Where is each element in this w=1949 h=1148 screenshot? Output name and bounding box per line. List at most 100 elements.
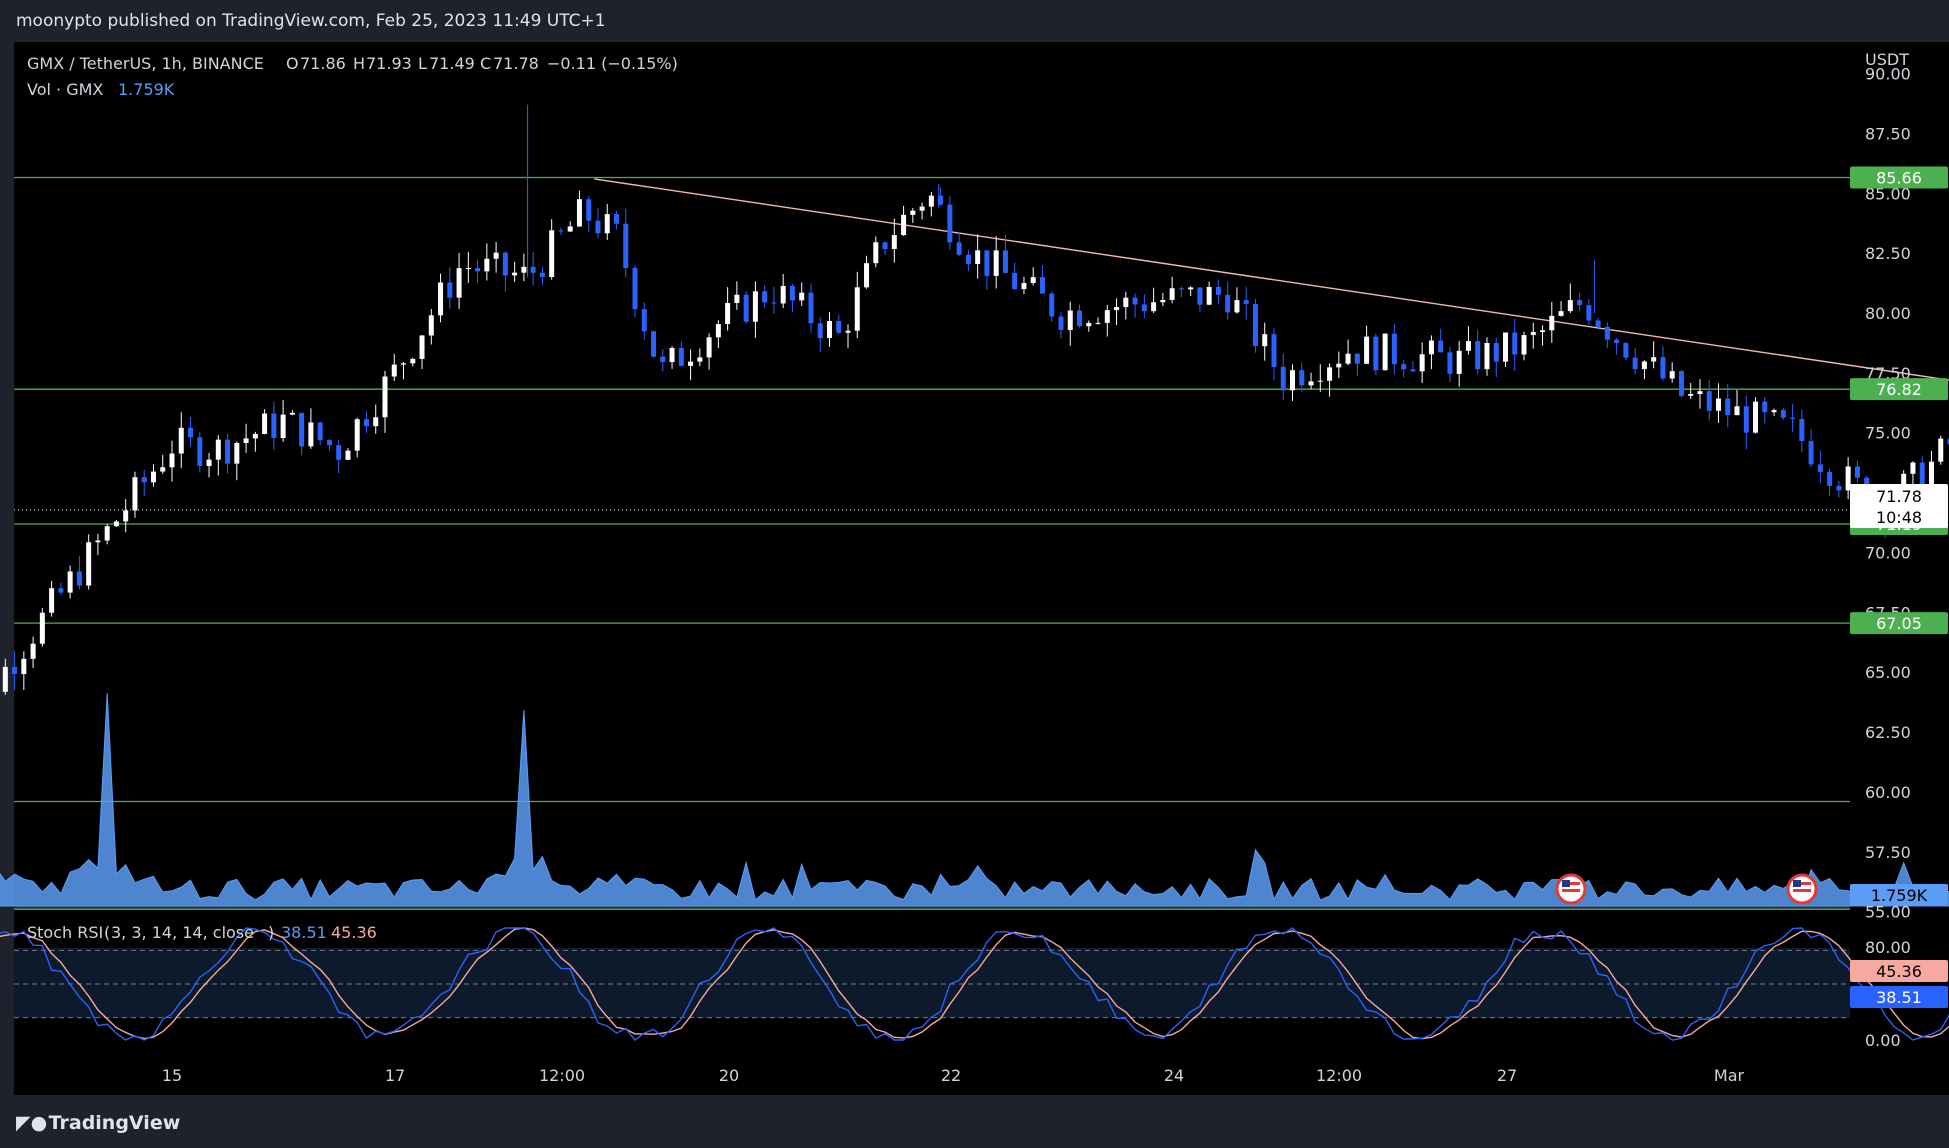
levels [14,176,1850,910]
candle-body [549,230,555,278]
candle-body [1706,391,1712,411]
candle-body [595,220,601,234]
candle-body [1021,283,1027,290]
candle-body [1651,357,1657,362]
candle-body [447,282,453,298]
candle-body [1854,466,1860,478]
candle-body [688,361,694,366]
volume-legend-value: 1.759K [118,80,175,99]
us-flag-icon[interactable] [1786,873,1818,905]
candle-body [604,214,610,234]
pane-divider[interactable] [14,906,1850,910]
price-tick: 60.00 [1865,783,1911,802]
candle-body [1521,335,1527,355]
main-pane[interactable] [14,42,1850,906]
stoch-d-badge-value: 45.36 [1876,962,1922,981]
candle-body [150,471,156,483]
candle-body [854,287,860,331]
candle-body [1456,350,1462,374]
candle-body [252,433,258,439]
candle-body [799,292,805,301]
candle-body [1419,354,1425,372]
time-axis[interactable] [14,1050,1850,1095]
candle-body [1567,300,1573,312]
legend-symbol: GMX / TetherUS, 1h, BINANCE [27,54,264,73]
candle-body [289,412,295,415]
candles [2,104,1949,695]
candle-body [762,291,768,303]
candle-body [1947,438,1949,445]
candle-body [363,419,369,427]
legend-close: 71.78 [493,54,539,73]
candle-body [1345,353,1351,364]
stoch-k-line [0,927,1949,1041]
candle-body [1595,320,1601,327]
candle-body [678,347,684,366]
candle-body [1503,332,1508,362]
price-tick: 70.00 [1865,543,1911,562]
candle-body [1577,300,1583,306]
candle-body [428,315,434,336]
candle-body [1049,293,1055,317]
candle-body [1225,294,1231,313]
candle-body [826,320,832,339]
candle-body [113,521,119,527]
candle-body [984,250,990,276]
level-badge [1850,166,1948,189]
stoch-open-paren: ( [104,923,110,942]
legend-high: 71.93 [366,54,412,73]
price-tick: 65.00 [1865,663,1911,682]
candle-body [910,210,916,215]
legend-high-label: H [353,54,365,73]
stoch-tick-80: 80.00 [1865,938,1911,957]
price-tick: 62.50 [1865,723,1911,742]
price-tick: 57.50 [1865,843,1911,862]
candle-body [836,320,842,333]
candle-body [1540,330,1546,333]
candle-body [354,419,360,451]
candle-body [938,195,944,205]
candle-body [382,376,388,418]
candle-body [975,250,981,264]
candle-body [817,323,823,339]
time-tick: Mar [1714,1066,1745,1085]
legend-open: 71.86 [300,54,346,73]
candle-body [1678,371,1684,396]
candle-body [1252,303,1258,347]
candle-body [456,268,462,298]
candle-body [1141,304,1147,312]
candle-body [86,542,92,586]
level-badge-value: 76.82 [1876,380,1922,399]
candle-body [104,526,110,541]
candle-body [1215,286,1221,295]
candle-body [576,199,582,227]
trend-line[interactable] [594,178,1949,550]
stoch-band [14,948,1850,1018]
candle-body [632,267,638,310]
candle-body [1753,401,1759,433]
candle-body [1845,466,1851,491]
candle-body [558,230,564,232]
candle-body [1780,410,1786,418]
price-ticks: 90.0087.5085.0082.5080.0077.5075.0072.50… [1865,65,1911,922]
candle-body [1002,250,1008,273]
tradingview-logo-icon: ◤● [16,1112,48,1134]
time-tick: 17 [385,1066,405,1085]
candle-body [641,309,647,332]
price-tick: 80.00 [1865,304,1911,323]
time-tick: 22 [941,1066,961,1085]
candle-body [614,214,619,224]
candle-body [1771,410,1777,413]
us-flag-icon[interactable] [1555,873,1587,905]
candle-body [1447,352,1453,374]
stoch-d-badge [1850,960,1948,982]
candle-body [1428,340,1434,355]
price-axis[interactable] [1850,42,1949,1095]
time-tick: 12:00 [539,1066,585,1085]
candle-body [132,477,138,511]
tradingview-logo[interactable]: ◤● TradingView [16,1112,180,1134]
candle-body [1271,334,1277,367]
level-badge [1850,378,1948,401]
volume-badge-value: 1.759K [1871,886,1928,905]
